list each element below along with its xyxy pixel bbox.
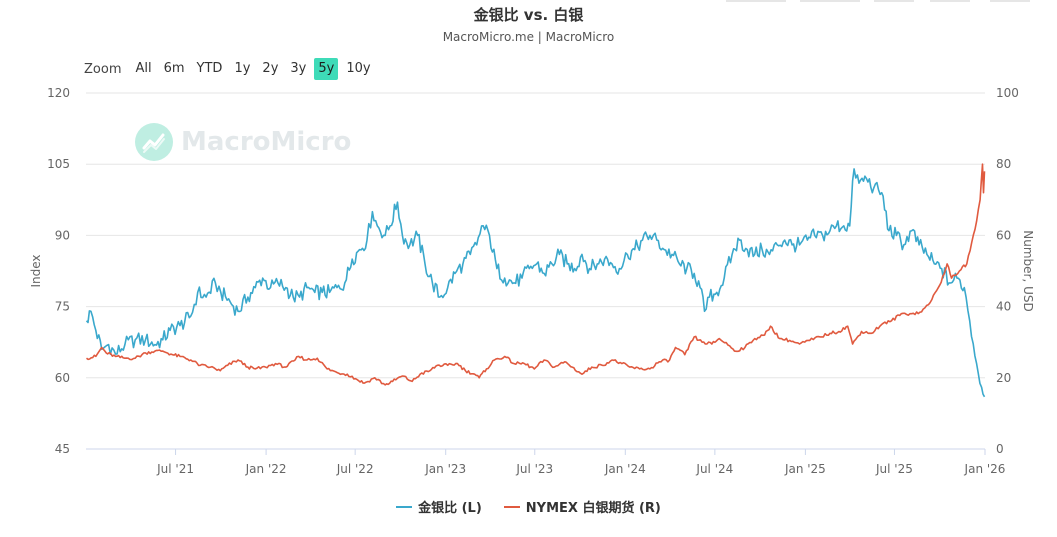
y-axis-left: 45 60 75 90 105 120 <box>47 86 70 456</box>
zoom-button-3y[interactable]: 3y <box>290 61 307 76</box>
x-tick-label: Jul '25 <box>875 462 913 476</box>
x-tick-label: Jul '21 <box>156 462 194 476</box>
y-left-tick-label: 120 <box>47 86 70 100</box>
zoom-button-6m[interactable]: 6m <box>163 61 185 76</box>
top-border-segment-2 <box>800 0 860 2</box>
top-border-segment-5 <box>990 0 1030 2</box>
x-tick-label: Jan '24 <box>604 462 646 476</box>
y-axis-right-title: Number, USD <box>1021 230 1035 311</box>
series-line-silver[interactable] <box>86 163 986 386</box>
zoom-button-all[interactable]: All <box>135 61 152 76</box>
top-border-segment-4 <box>930 0 970 2</box>
x-tick-label: Jan '22 <box>245 462 287 476</box>
y-left-tick-label: 60 <box>55 371 70 385</box>
zoom-button-ytd[interactable]: YTD <box>196 61 223 76</box>
grid-lines <box>86 92 985 450</box>
legend-label-ratio: 金银比 (L) <box>418 501 482 516</box>
x-tick-label: Jul '22 <box>336 462 374 476</box>
y-left-tick-label: 105 <box>47 157 70 171</box>
watermark: MacroMicro <box>135 123 351 161</box>
zoom-button-10y[interactable]: 10y <box>346 61 371 76</box>
zoom-toolbar: Zoom All 6m YTD 1y 2y 3y 5y 10y <box>84 58 379 80</box>
y-right-tick-label: 20 <box>996 371 1011 385</box>
x-tick-label: Jan '26 <box>964 462 1006 476</box>
y-axis-left-title: Index <box>29 254 43 287</box>
legend-swatch-ratio <box>396 505 413 508</box>
series-line-ratio[interactable] <box>85 168 986 398</box>
y-right-tick-label: 40 <box>996 300 1011 314</box>
y-right-tick-label: 0 <box>996 442 1004 456</box>
y-right-tick-label: 60 <box>996 228 1011 242</box>
y-right-tick-label: 100 <box>996 86 1019 100</box>
x-tick-label: Jul '24 <box>695 462 733 476</box>
chart-subtitle: MacroMicro.me | MacroMicro <box>442 30 615 44</box>
zoom-button-1y[interactable]: 1y <box>234 61 251 76</box>
legend-label-silver: NYMEX 白银期货 (R) <box>525 501 661 516</box>
legend-item-ratio[interactable]: 金银比 (L) <box>396 497 482 516</box>
y-left-tick-label: 75 <box>55 300 70 314</box>
watermark-logo-icon <box>135 123 173 161</box>
top-border-segment-1 <box>726 0 786 2</box>
y-left-tick-label: 90 <box>55 228 70 242</box>
legend-item-silver[interactable]: NYMEX 白银期货 (R) <box>503 497 661 516</box>
y-right-tick-label: 80 <box>996 157 1011 171</box>
x-tick-label: Jan '25 <box>784 462 826 476</box>
top-border-segment-3 <box>874 0 914 2</box>
legend: 金银比 (L) NYMEX 白银期货 (R) <box>0 497 1057 516</box>
zoom-button-2y[interactable]: 2y <box>262 61 279 76</box>
legend-swatch-silver <box>503 505 520 508</box>
zoom-button-5y[interactable]: 5y <box>314 58 339 80</box>
zoom-label: Zoom <box>84 61 122 77</box>
chart-title: 金银比 vs. 白银 <box>473 6 584 24</box>
y-left-tick-label: 45 <box>55 442 70 456</box>
watermark-text: MacroMicro <box>181 127 352 157</box>
x-axis: Jul '21 Jan '22 Jul '22 Jan '23 Jul '23 Jan '… <box>86 448 1006 476</box>
series-lines <box>85 163 986 398</box>
x-tick-label: Jan '23 <box>424 462 466 476</box>
x-tick-label: Jul '23 <box>515 462 553 476</box>
y-axis-right: 0 20 40 60 80 100 <box>996 86 1019 456</box>
